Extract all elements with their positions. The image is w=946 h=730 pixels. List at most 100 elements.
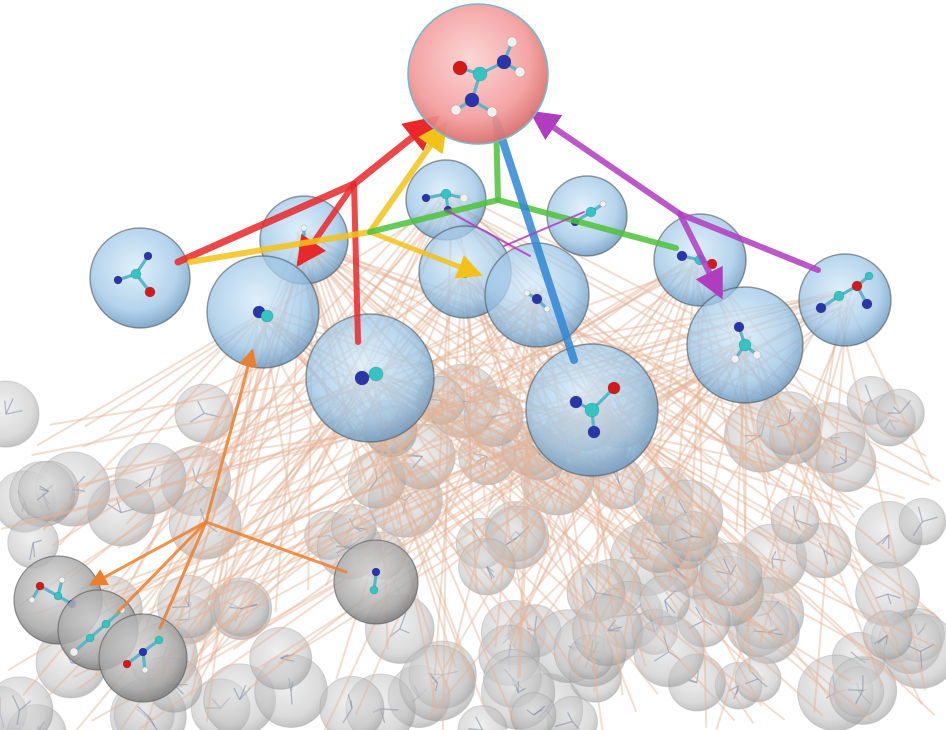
background-edge <box>534 298 788 488</box>
stick-bond <box>135 477 151 489</box>
stick-bond <box>440 400 444 412</box>
stick-bond <box>486 566 493 580</box>
background-edge <box>33 408 591 616</box>
background-edge <box>516 285 537 679</box>
background-molecule <box>399 644 476 722</box>
atom <box>452 60 468 76</box>
stick-bond <box>375 468 378 480</box>
stick-bond <box>440 399 449 406</box>
stick-bond <box>148 478 152 487</box>
stick-bond <box>794 519 812 526</box>
atom <box>101 619 111 629</box>
stick-bond <box>823 550 829 565</box>
atom <box>851 280 863 292</box>
stick-bond <box>680 527 694 537</box>
background-edge <box>323 286 532 730</box>
atom <box>752 350 762 360</box>
intermediate-molecule-node <box>798 253 892 347</box>
stick-bond <box>777 422 789 428</box>
atom <box>569 395 583 409</box>
stick-bond <box>389 628 401 637</box>
stick-bond <box>534 616 538 632</box>
atom <box>138 647 148 657</box>
stick-bond <box>864 384 872 401</box>
atom <box>486 106 498 118</box>
background-edge <box>195 300 541 610</box>
stick-bond <box>18 700 32 711</box>
stick-bond <box>533 705 546 716</box>
atom <box>464 92 480 108</box>
stick-bond <box>744 678 759 685</box>
background-sphere <box>319 675 385 730</box>
stick-bond <box>11 695 21 711</box>
background-edge <box>251 260 698 525</box>
stick-bond <box>595 592 613 596</box>
intermediate-molecule-node <box>686 286 804 404</box>
atom <box>368 366 384 382</box>
gray-molecule-node <box>333 539 419 625</box>
background-edge <box>193 292 543 677</box>
stick-bond <box>204 522 218 533</box>
background-edge <box>715 290 853 730</box>
atom <box>450 104 462 116</box>
background-edge <box>541 290 863 509</box>
stick-bond <box>874 634 888 645</box>
background-molecule <box>458 538 516 596</box>
background-edge <box>467 271 552 556</box>
background-edge <box>76 254 697 691</box>
stick-bond <box>771 558 774 569</box>
stick-bond <box>607 626 623 632</box>
stick-bond <box>280 657 294 662</box>
stick-bond <box>350 700 353 709</box>
stick-bond <box>767 628 779 633</box>
atom <box>733 321 745 333</box>
stick-bond <box>486 566 494 573</box>
stick-bond <box>120 508 135 514</box>
intermediate-molecule-node <box>546 175 628 257</box>
stick-bond <box>5 397 14 415</box>
background-edge <box>751 343 884 687</box>
stick-bond <box>367 479 378 492</box>
stick-bond <box>912 521 923 537</box>
background-molecule <box>17 460 80 522</box>
atom <box>861 298 873 310</box>
atom <box>607 381 621 395</box>
stick-bond <box>484 416 495 430</box>
background-edge <box>76 416 602 617</box>
stick-bond <box>192 467 197 482</box>
background-molecule <box>875 388 925 438</box>
stick-bond <box>788 416 796 424</box>
atom <box>506 36 518 48</box>
stick-bond <box>664 600 676 614</box>
stick-bond <box>434 682 439 692</box>
atom <box>141 666 149 674</box>
stick-bond <box>689 679 698 684</box>
background-edge <box>368 373 776 639</box>
stick-bond <box>831 461 847 469</box>
atom <box>144 286 156 298</box>
stick-bond <box>149 467 157 479</box>
background-edge <box>588 352 742 611</box>
highlighted-reaction-edges <box>88 110 821 630</box>
background-edge <box>204 353 753 603</box>
background-edge <box>297 241 473 680</box>
stick-bond <box>875 593 888 599</box>
yellow-edge <box>367 229 483 279</box>
stick-bond <box>404 493 412 501</box>
stick-bond <box>618 482 625 494</box>
stick-bond <box>907 644 921 652</box>
background-edge <box>378 377 580 679</box>
stick-bond <box>172 605 189 609</box>
background-edge <box>457 264 533 645</box>
intermediate-molecule-node <box>525 343 659 477</box>
background-molecule <box>770 495 820 545</box>
stick-bond <box>526 627 536 632</box>
background-edge <box>296 235 451 694</box>
stick-bond <box>516 525 530 538</box>
stick-bond <box>771 558 786 562</box>
background-edge <box>813 307 848 713</box>
stick-bond <box>746 435 762 444</box>
stick-bond <box>539 454 550 464</box>
atom <box>69 647 79 657</box>
